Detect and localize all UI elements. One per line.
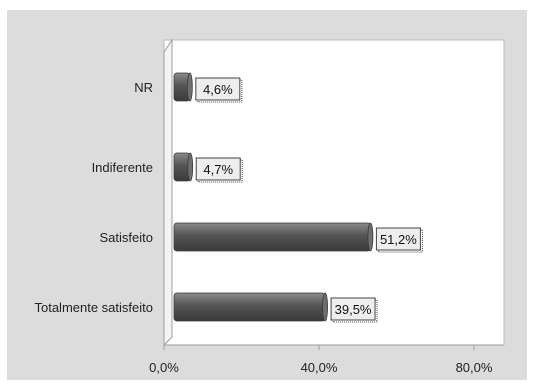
labels-layer: NR 4,6% Indiferente 4,7% Satisfeito 51,2% Tota… <box>34 77 423 323</box>
data-label: 4,6% <box>203 82 233 97</box>
data-label-box <box>375 227 421 251</box>
category-label: Satisfeito <box>100 230 153 245</box>
data-label: 4,7% <box>203 162 233 177</box>
bar-end-cap <box>367 222 374 252</box>
data-label-box <box>195 157 241 181</box>
bar <box>173 292 326 322</box>
data-label-box <box>330 297 376 321</box>
data-label: 51,2% <box>380 232 417 247</box>
data-label: 39,5% <box>335 302 372 317</box>
bar <box>173 222 371 252</box>
category-label: Indiferente <box>92 160 153 175</box>
x-tick-label: 80,0% <box>456 360 493 375</box>
x-tick-label: 40,0% <box>301 360 338 375</box>
chart-frame: 0,0% 40,0% 80,0% NR 4,6% Indiferente 4,7% Sati… <box>7 10 527 380</box>
bar-end-cap <box>322 292 328 322</box>
axis-wall <box>163 38 173 347</box>
bars-layer <box>173 72 374 322</box>
horizontal-bar-chart: 0,0% 40,0% 80,0% NR 4,6% Indiferente 4,7% Sati… <box>34 38 505 375</box>
category-label: Totalmente satisfeito <box>34 300 153 315</box>
data-label-box <box>195 77 241 101</box>
x-tick-label: 0,0% <box>149 360 179 375</box>
axis-layer: 0,0% 40,0% 80,0% <box>149 38 504 375</box>
bar-end-cap <box>187 152 194 182</box>
category-label: NR <box>134 80 153 95</box>
bar-end-cap <box>186 72 193 102</box>
